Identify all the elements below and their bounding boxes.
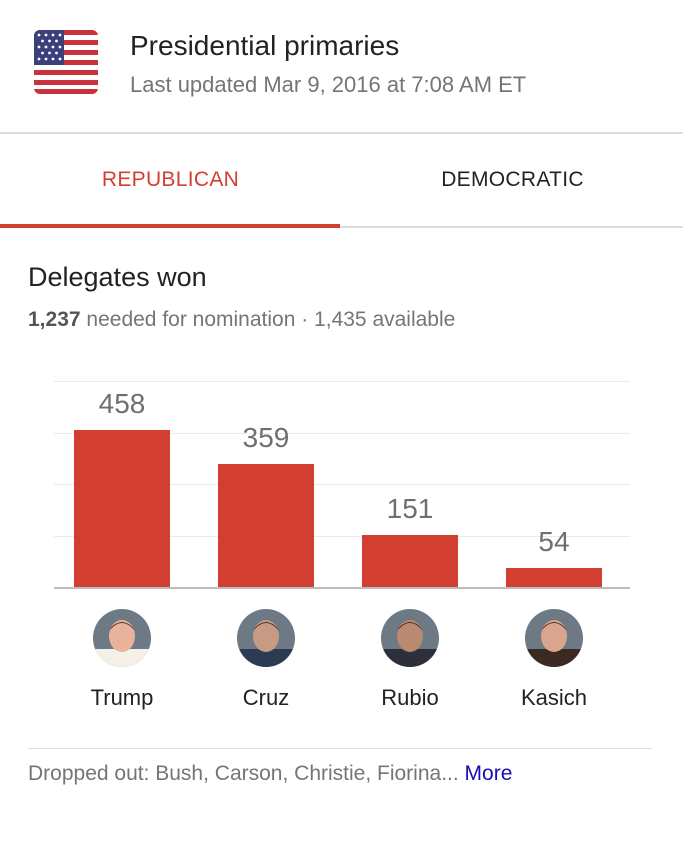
bar-value-label: 54 bbox=[538, 526, 570, 558]
bar-kasich[interactable] bbox=[506, 568, 602, 587]
last-updated-text: Last updated Mar 9, 2016 at 7:08 AM ET bbox=[130, 72, 527, 97]
chart-baseline bbox=[54, 587, 630, 589]
gridline bbox=[54, 432, 630, 434]
bar-value-label: 359 bbox=[242, 421, 290, 453]
more-link[interactable]: More bbox=[464, 762, 513, 785]
candidate-name-rubio: Rubio bbox=[381, 685, 439, 710]
bar-rubio[interactable] bbox=[362, 535, 458, 587]
page-title: Presidential primaries bbox=[130, 30, 400, 61]
party-tabs: REPUBLICAN DEMOCRATIC bbox=[0, 134, 683, 228]
delegates-bar-chart: 458 Trump 359 Cruz 151 Rubio 54 Kasich bbox=[0, 360, 683, 720]
section-title: Delegates won bbox=[28, 262, 207, 292]
delegates-needed-count: 1,237 bbox=[28, 308, 81, 331]
bar-value-label: 458 bbox=[98, 387, 146, 419]
selected-tab-indicator bbox=[0, 224, 340, 228]
gridline bbox=[54, 381, 630, 382]
candidate-avatar-kasich[interactable] bbox=[525, 609, 583, 667]
candidate-avatar-rubio[interactable] bbox=[381, 609, 439, 667]
candidate-avatar-cruz[interactable] bbox=[237, 609, 295, 667]
delegates-needed-text: needed for nomination · 1,435 available bbox=[86, 308, 456, 331]
section-subtitle: 1,237 needed for nomination · 1,435 avai… bbox=[28, 308, 455, 332]
dropped-out-footer: Dropped out: Bush, Carson, Christie, Fio… bbox=[28, 762, 512, 786]
bar-value-label: 151 bbox=[386, 493, 434, 525]
us-flag-icon bbox=[34, 30, 98, 94]
candidate-name-cruz: Cruz bbox=[242, 685, 290, 710]
candidate-avatar-trump[interactable] bbox=[93, 609, 151, 667]
tab-republican[interactable]: REPUBLICAN bbox=[101, 168, 240, 191]
dropped-out-text: Dropped out: Bush, Carson, Christie, Fio… bbox=[28, 762, 459, 785]
candidate-name-kasich: Kasich bbox=[520, 685, 588, 710]
gridline bbox=[54, 535, 630, 537]
divider bbox=[28, 748, 652, 749]
tab-democratic[interactable]: DEMOCRATIC bbox=[441, 168, 584, 191]
header: Presidential primaries Last updated Mar … bbox=[0, 0, 683, 134]
bar-trump[interactable] bbox=[74, 429, 170, 587]
candidate-name-trump: Trump bbox=[90, 685, 154, 710]
bar-cruz[interactable] bbox=[218, 463, 314, 587]
gridline bbox=[54, 484, 630, 485]
